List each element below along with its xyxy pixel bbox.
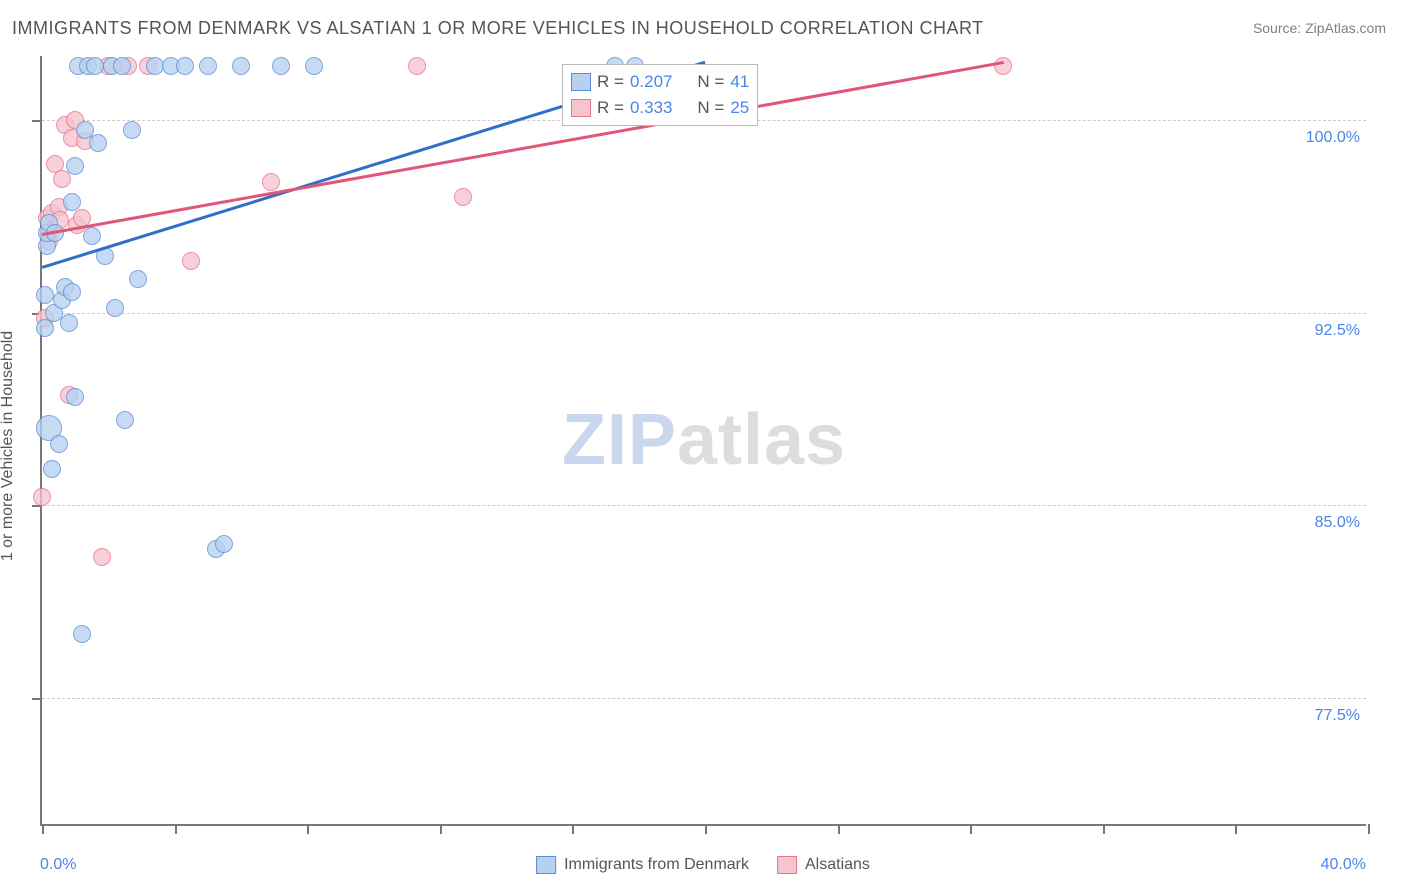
stats-box: R =0.207 N =41R =0.333 N =25 bbox=[562, 64, 758, 126]
n-label: N = bbox=[688, 69, 724, 95]
data-point bbox=[232, 57, 250, 75]
bottom-legend: Immigrants from Denmark Alsatians bbox=[536, 856, 870, 874]
x-tick bbox=[970, 824, 972, 834]
r-value: 0.333 bbox=[630, 95, 682, 121]
n-value: 41 bbox=[730, 69, 749, 95]
data-point bbox=[36, 319, 54, 337]
x-tick bbox=[42, 824, 44, 834]
r-value: 0.207 bbox=[630, 69, 682, 95]
data-point bbox=[63, 193, 81, 211]
data-point bbox=[50, 435, 68, 453]
legend-label: Immigrants from Denmark bbox=[564, 856, 749, 874]
x-tick bbox=[1103, 824, 1105, 834]
y-tick-label: 92.5% bbox=[1315, 322, 1360, 340]
y-tick bbox=[32, 698, 42, 700]
data-point bbox=[272, 57, 290, 75]
watermark: ZIPatlas bbox=[562, 399, 846, 481]
data-point bbox=[83, 227, 101, 245]
n-value: 25 bbox=[730, 95, 749, 121]
data-point bbox=[66, 157, 84, 175]
x-tick bbox=[1368, 824, 1370, 834]
gridline bbox=[42, 505, 1366, 506]
y-tick-label: 77.5% bbox=[1315, 707, 1360, 725]
x-tick bbox=[307, 824, 309, 834]
plot-area: ZIPatlas 77.5% 85.0% 92.5% 100.0% R =0.207 N… bbox=[40, 56, 1366, 826]
stats-row: R =0.333 N =25 bbox=[571, 95, 749, 121]
data-point bbox=[146, 57, 164, 75]
x-tick bbox=[705, 824, 707, 834]
legend-swatch bbox=[571, 99, 591, 117]
data-point bbox=[305, 57, 323, 75]
gridline bbox=[42, 698, 1366, 699]
data-point bbox=[89, 134, 107, 152]
legend-swatch bbox=[536, 856, 556, 874]
chart-title: IMMIGRANTS FROM DENMARK VS ALSATIAN 1 OR… bbox=[12, 18, 984, 39]
data-point bbox=[113, 57, 131, 75]
data-point bbox=[73, 625, 91, 643]
y-tick bbox=[32, 120, 42, 122]
data-point bbox=[106, 299, 124, 317]
legend-item: Immigrants from Denmark bbox=[536, 856, 749, 874]
data-point bbox=[408, 57, 426, 75]
data-point bbox=[262, 173, 280, 191]
data-point bbox=[33, 488, 51, 506]
trend-line bbox=[42, 61, 1004, 235]
r-label: R = bbox=[597, 95, 624, 121]
chart-container: IMMIGRANTS FROM DENMARK VS ALSATIAN 1 OR… bbox=[0, 0, 1406, 892]
data-point bbox=[182, 252, 200, 270]
data-point bbox=[66, 388, 84, 406]
x-tick bbox=[175, 824, 177, 834]
y-tick-label: 85.0% bbox=[1315, 514, 1360, 532]
data-point bbox=[86, 57, 104, 75]
watermark-atlas: atlas bbox=[677, 400, 846, 480]
data-point bbox=[93, 548, 111, 566]
data-point bbox=[36, 286, 54, 304]
data-point bbox=[60, 314, 78, 332]
data-point bbox=[215, 535, 233, 553]
data-point bbox=[454, 188, 472, 206]
r-label: R = bbox=[597, 69, 624, 95]
legend-swatch bbox=[571, 73, 591, 91]
x-axis-max-label: 40.0% bbox=[1321, 856, 1366, 874]
legend-item: Alsatians bbox=[777, 856, 870, 874]
x-tick bbox=[572, 824, 574, 834]
data-point bbox=[43, 460, 61, 478]
data-point bbox=[116, 411, 134, 429]
gridline bbox=[42, 313, 1366, 314]
x-tick bbox=[838, 824, 840, 834]
x-tick bbox=[1235, 824, 1237, 834]
data-point bbox=[63, 283, 81, 301]
source-label: Source: ZipAtlas.com bbox=[1253, 20, 1386, 36]
data-point bbox=[123, 121, 141, 139]
stats-row: R =0.207 N =41 bbox=[571, 69, 749, 95]
data-point bbox=[129, 270, 147, 288]
legend-label: Alsatians bbox=[805, 856, 870, 874]
y-axis-title: 1 or more Vehicles in Household bbox=[0, 331, 17, 561]
y-tick-label: 100.0% bbox=[1306, 129, 1360, 147]
x-tick bbox=[440, 824, 442, 834]
data-point bbox=[176, 57, 194, 75]
legend-swatch bbox=[777, 856, 797, 874]
watermark-zip: ZIP bbox=[562, 400, 677, 480]
data-point bbox=[199, 57, 217, 75]
data-point bbox=[994, 57, 1012, 75]
x-axis-min-label: 0.0% bbox=[40, 856, 76, 874]
n-label: N = bbox=[688, 95, 724, 121]
